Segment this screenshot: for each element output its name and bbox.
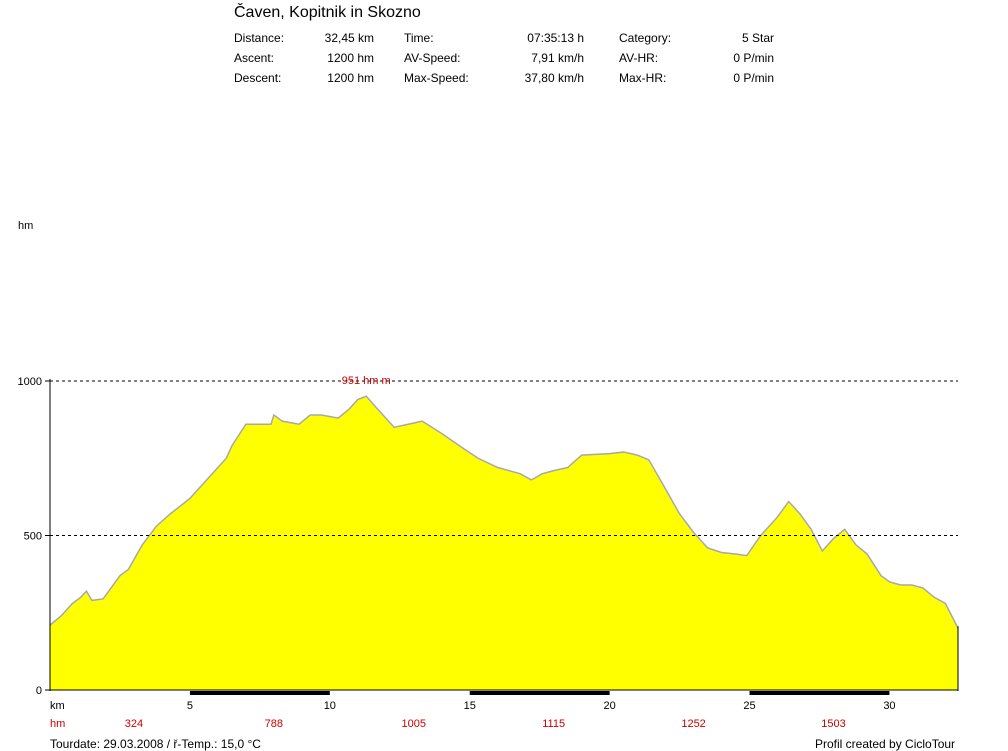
ascent-value-28: 1503	[821, 718, 845, 730]
scale-bar-25	[749, 691, 890, 695]
ascent-value: 1200 hm	[327, 51, 374, 65]
x-tick-label-15: 15	[464, 700, 476, 712]
ascent-label: Ascent:	[234, 51, 275, 65]
scale-bar-5	[189, 691, 330, 695]
time-value: 07:35:13 h	[527, 31, 584, 45]
x-tick-label-30: 30	[883, 700, 895, 712]
time-label: Time:	[404, 31, 434, 45]
av-hr-label: AV-HR:	[619, 51, 659, 65]
category-label: Category:	[619, 31, 672, 45]
ascent-value-8: 788	[265, 718, 283, 730]
x-tick-label-5: 5	[187, 700, 193, 712]
y-tick-label-0: 0	[36, 685, 42, 697]
scale-bar-15	[469, 691, 610, 695]
av-hr-value: 0 P/min	[733, 51, 774, 65]
category-value: 5 Star	[741, 31, 774, 45]
av-speed-label: AV-Speed:	[404, 51, 461, 65]
ascent-row-label: hm	[50, 718, 65, 730]
tour-info: Tourdate: 29.03.2008 / ř-Temp.: 15,0 °C	[50, 737, 261, 751]
ascent-value-18: 1115	[542, 718, 565, 730]
av-speed-value: 7,91 km/h	[531, 51, 584, 65]
ascent-value-23: 1252	[681, 718, 705, 730]
x-tick-label-20: 20	[604, 700, 616, 712]
max-elevation-label: 951 hm m	[342, 375, 391, 387]
descent-value: 1200 hm	[327, 71, 374, 85]
x-tick-label-10: 10	[324, 700, 336, 712]
distance-label: Distance:	[234, 31, 285, 45]
y-tick-label-500: 500	[24, 531, 42, 543]
x-tick-label-25: 25	[743, 700, 755, 712]
elevation-area	[50, 396, 958, 690]
max-hr-label: Max-HR:	[619, 71, 667, 85]
ascent-value-13: 1005	[402, 718, 426, 730]
max-hr-value: 0 P/min	[733, 71, 774, 85]
elevation-line	[49, 395, 959, 629]
y-tick-label-1000: 1000	[18, 376, 42, 388]
max-speed-label: Max-Speed:	[404, 71, 469, 85]
x-axis-label: km	[50, 700, 65, 712]
route-title: Čaven, Kopitnik in Skozno	[234, 4, 421, 21]
ascent-value-3: 324	[125, 718, 143, 730]
credit-text: Profil created by CicloTour	[815, 737, 956, 751]
y-axis-label: hm	[18, 220, 33, 232]
max-speed-value: 37,80 km/h	[524, 71, 584, 85]
descent-label: Descent:	[234, 71, 282, 85]
distance-value: 32,45 km	[324, 31, 374, 45]
